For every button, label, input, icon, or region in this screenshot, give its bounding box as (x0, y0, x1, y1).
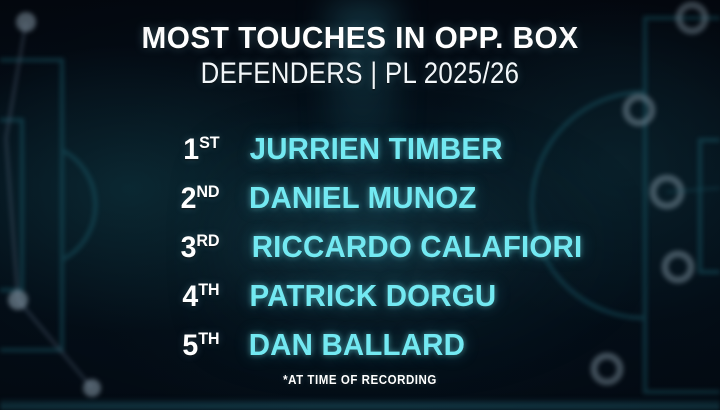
rank-ordinal-suffix: ND (196, 182, 220, 201)
player-name: RICCARDO CALAFIORI (251, 229, 583, 264)
rank-ordinal-suffix: TH (198, 329, 220, 348)
rank-number: 4 (182, 280, 199, 313)
rank-position: 4TH (6, 280, 220, 314)
ranking-row: 3RD RICCARDO CALAFIORI (0, 229, 720, 278)
rank-number: 3 (180, 231, 197, 264)
player-name: DAN BALLARD (248, 327, 466, 362)
rank-ordinal-suffix: RD (196, 231, 220, 250)
title-block: MOST TOUCHES IN OPP. BOX DEFENDERS | PL … (0, 20, 720, 90)
ranking-row: 2ND DANIEL MUNOZ (0, 180, 720, 229)
rank-position: 3RD (6, 231, 220, 265)
ranking-row: 1ST JURRIEN TIMBER (0, 131, 720, 180)
player-name: PATRICK DORGU (249, 278, 497, 313)
rank-ordinal-suffix: ST (199, 133, 220, 152)
ranking-row: 4TH PATRICK DORGU (0, 278, 720, 327)
ranking-row: 5TH DAN BALLARD (0, 327, 720, 376)
ranking-list: 1ST JURRIEN TIMBER 2ND DANIEL MUNOZ 3RD … (0, 131, 720, 376)
graphic-subtitle: DEFENDERS | PL 2025/26 (200, 56, 520, 90)
player-name: DANIEL MUNOZ (248, 180, 477, 215)
rank-position: 2ND (6, 182, 220, 216)
rank-ordinal-suffix: TH (198, 280, 220, 299)
rank-number: 2 (180, 182, 197, 215)
player-name: JURRIEN TIMBER (249, 131, 503, 166)
footnote-disclaimer: *AT TIME OF RECORDING (283, 373, 437, 387)
rank-number: 1 (183, 133, 200, 166)
rank-position: 5TH (6, 329, 220, 363)
graphic-title: MOST TOUCHES IN OPP. BOX (141, 20, 579, 55)
rank-position: 1ST (6, 133, 220, 167)
rank-number: 5 (182, 329, 199, 362)
